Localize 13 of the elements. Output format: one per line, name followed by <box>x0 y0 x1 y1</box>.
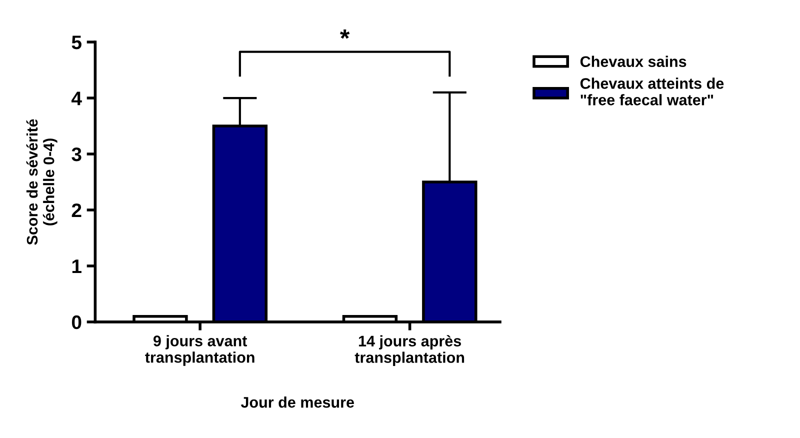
x-axis-title: Jour de mesure <box>240 396 354 408</box>
y-tick-label: 0 <box>72 315 82 330</box>
y-tick-label: 1 <box>72 260 82 273</box>
y-tick-label: 5 <box>72 36 82 50</box>
y-axis-title: Score de sévérité (échelle 0-4) <box>26 119 58 245</box>
legend-label: Chevaux atteints de "free faecal water" <box>580 78 724 106</box>
y-tick-label: 2 <box>72 203 82 218</box>
y-tick-label: 3 <box>72 147 82 162</box>
x-tick-label: 9 jours avant transplantation <box>145 335 254 366</box>
legend-label: Chevaux sains <box>580 56 686 68</box>
x-tick-label: 14 jours après transplantation <box>354 335 464 366</box>
y-tick-label: 4 <box>71 92 82 106</box>
text: * <box>340 29 350 39</box>
